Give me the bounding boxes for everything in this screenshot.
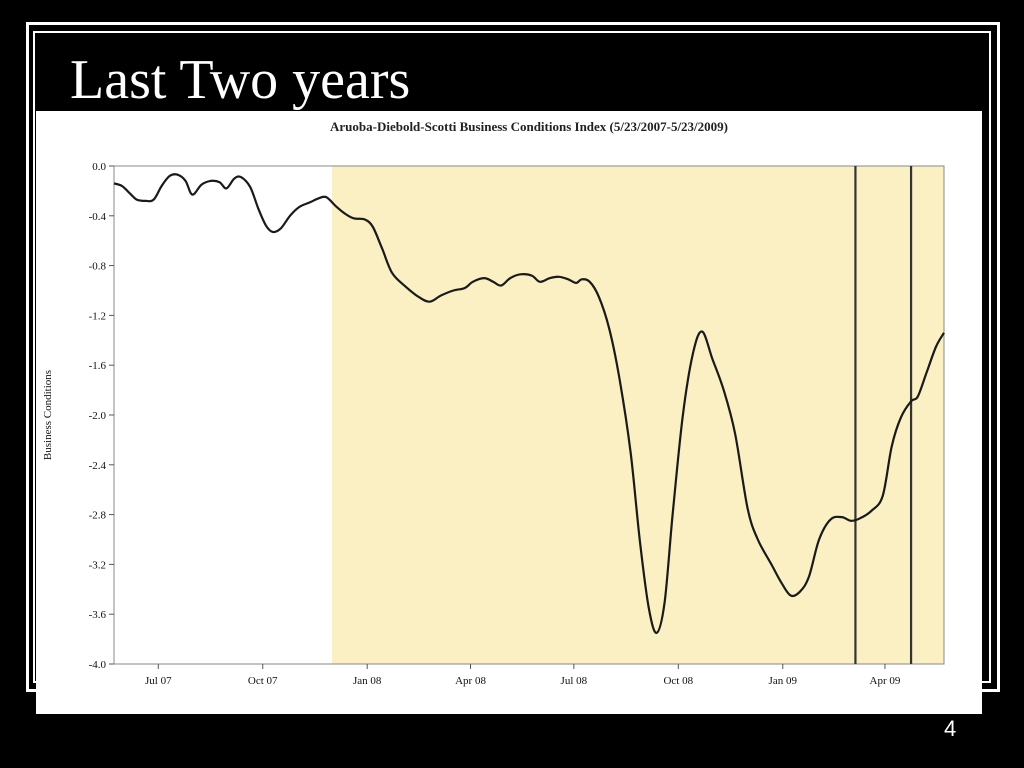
x-tick-label: Jan 08 <box>353 675 382 687</box>
y-tick-label: -2.0 <box>89 410 107 422</box>
x-tick-label: Jan 09 <box>769 675 798 687</box>
series-line <box>113 173 945 634</box>
x-tick-label: Apr 08 <box>455 675 486 687</box>
x-tick-label: Apr 09 <box>870 675 901 687</box>
x-tick-label: Jul 08 <box>561 675 588 687</box>
x-tick-label: Oct 07 <box>248 675 278 687</box>
y-tick-label: -4.0 <box>89 659 107 671</box>
y-tick-label: -0.4 <box>89 211 107 223</box>
y-axis-label: Business Conditions <box>42 370 54 460</box>
y-tick-label: -1.6 <box>89 360 107 372</box>
y-tick-label: -1.2 <box>89 310 106 322</box>
y-tick-label: -2.8 <box>89 510 107 522</box>
chart-title: Aruoba-Diebold-Scotti Business Condition… <box>330 119 728 134</box>
page-number: 4 <box>944 716 957 741</box>
y-tick-label: -3.6 <box>89 609 107 621</box>
chart-panel: Aruoba-Diebold-Scotti Business Condition… <box>36 111 982 714</box>
slide-title: Last Two years <box>70 49 411 111</box>
x-tick-label: Jul 07 <box>145 675 172 687</box>
y-tick-label: -2.4 <box>89 460 107 472</box>
chart-svg: Aruoba-Diebold-Scotti Business Condition… <box>42 119 945 687</box>
shaded-region <box>332 166 944 664</box>
y-tick-label: -3.2 <box>89 559 106 571</box>
x-tick-label: Oct 08 <box>663 675 693 687</box>
y-tick-label: 0.0 <box>92 161 106 173</box>
y-tick-label: -0.8 <box>89 261 107 273</box>
